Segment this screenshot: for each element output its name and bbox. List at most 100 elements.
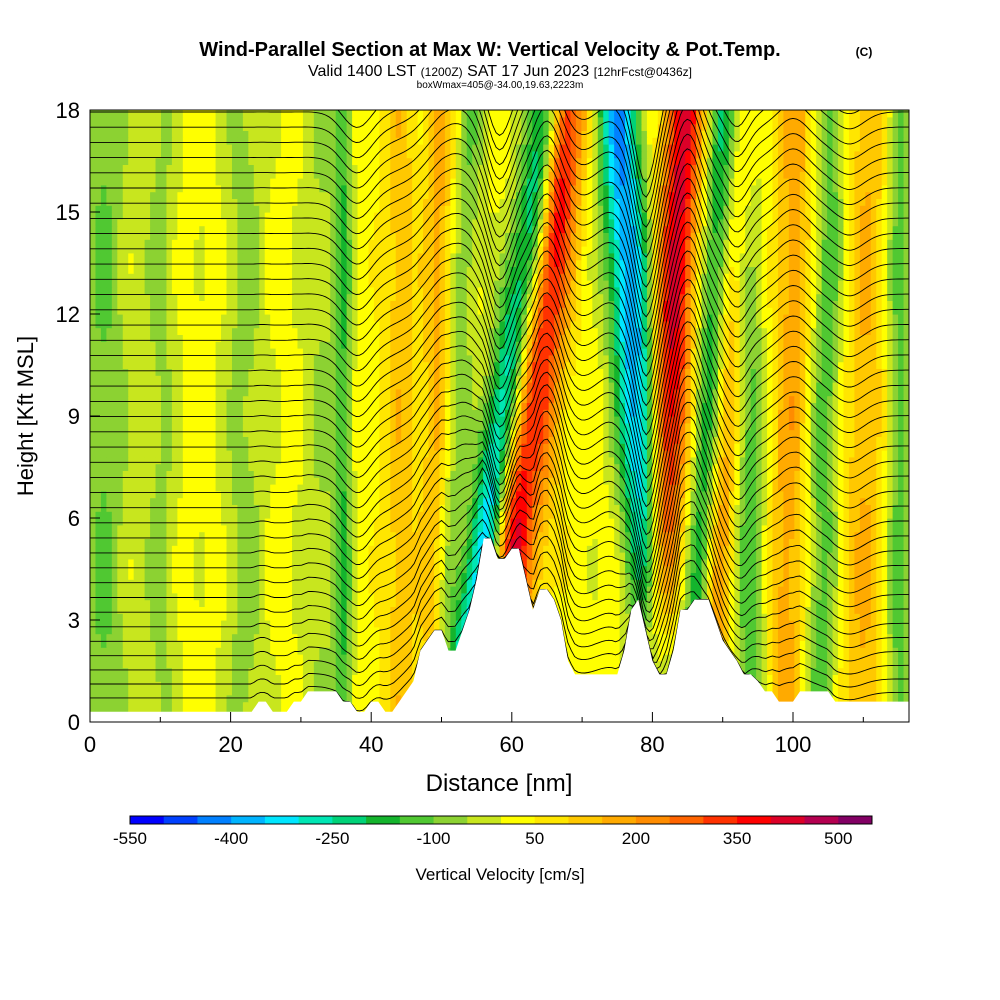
heatmap-cell: [390, 599, 397, 607]
heatmap-cell: [706, 592, 714, 601]
heatmap-cell: [117, 667, 124, 675]
heatmap-cell: [892, 674, 899, 682]
heatmap-cell: [581, 524, 588, 533]
heatmap-cell: [696, 511, 703, 519]
heatmap-cell: [182, 694, 189, 703]
heatmap-cell: [657, 524, 664, 533]
heatmap-cell: [739, 606, 746, 614]
heatmap-cell: [559, 613, 566, 621]
heatmap-cell: [761, 640, 768, 648]
heatmap-cell: [193, 647, 200, 655]
heatmap-cell: [237, 558, 244, 567]
heatmap-cell: [668, 504, 675, 512]
heatmap-cell: [122, 688, 129, 696]
heatmap-cell: [783, 654, 790, 662]
heatmap-cell: [215, 572, 222, 580]
heatmap-cell: [848, 565, 855, 573]
heatmap-cell: [838, 606, 845, 614]
heatmap-cell: [848, 531, 855, 539]
heatmap-cell: [832, 545, 839, 553]
heatmap-cell: [248, 674, 255, 682]
heatmap-cell: [182, 511, 189, 519]
heatmap-cell: [603, 626, 610, 635]
heatmap-cell: [237, 701, 244, 709]
heatmap-cell: [368, 497, 375, 505]
heatmap-cell: [838, 654, 845, 662]
heatmap-cell: [122, 626, 129, 635]
heatmap-cell: [887, 552, 894, 560]
heatmap-cell: [128, 558, 135, 567]
heatmap-cell: [859, 538, 866, 546]
heatmap-cell: [346, 694, 353, 703]
heatmap-cell: [193, 633, 200, 641]
heatmap-cell: [543, 558, 550, 567]
heatmap-cell: [231, 688, 239, 696]
heatmap-cell: [215, 626, 222, 635]
heatmap-cell: [297, 538, 304, 546]
heatmap-cell: [292, 667, 299, 675]
heatmap-cell: [428, 599, 435, 607]
heatmap-cell: [898, 667, 905, 675]
heatmap-cell: [346, 497, 353, 505]
heatmap-cell: [357, 518, 364, 526]
heatmap-cell: [810, 640, 817, 648]
heatmap-cell: [395, 613, 402, 621]
heatmap-cell: [160, 538, 168, 546]
heatmap-cell: [177, 592, 184, 601]
heatmap-cell: [204, 572, 211, 580]
heatmap-cell: [341, 694, 348, 703]
heatmap-cell: [887, 579, 894, 587]
heatmap-cell: [264, 545, 271, 553]
heatmap-cell: [204, 647, 211, 655]
heatmap-cell: [395, 633, 402, 641]
heatmap-cell: [193, 613, 200, 621]
heatmap-cell: [166, 524, 173, 533]
heatmap-cell: [177, 681, 184, 689]
heatmap-cell: [231, 647, 239, 655]
heatmap-cell: [827, 599, 834, 607]
heatmap-cell: [335, 681, 342, 689]
heatmap-cell: [122, 497, 129, 505]
heatmap-cell: [701, 558, 708, 567]
heatmap-cell: [832, 599, 839, 607]
heatmap-cell: [838, 667, 845, 675]
heatmap-cell: [144, 524, 151, 533]
heatmap-cell: [565, 497, 572, 505]
heatmap-cell: [876, 524, 883, 533]
heatmap-cell: [433, 552, 441, 560]
heatmap-cell: [439, 524, 446, 533]
heatmap-cell: [816, 524, 823, 533]
heatmap-cell: [810, 504, 817, 512]
heatmap-cell: [308, 660, 315, 669]
heatmap-cell: [90, 586, 97, 594]
heatmap-cell: [761, 586, 768, 594]
heatmap-cell: [308, 504, 315, 512]
heatmap-cell: [259, 504, 266, 512]
heatmap-cell: [772, 518, 779, 526]
heatmap-cell: [150, 640, 157, 648]
heatmap-cell: [341, 633, 348, 641]
heatmap-cell: [630, 552, 637, 560]
heatmap-cell: [248, 565, 255, 573]
heatmap-cell: [352, 599, 359, 607]
heatmap-cell: [843, 504, 850, 512]
heatmap-cell: [554, 518, 561, 526]
heatmap-cell: [739, 511, 746, 519]
heatmap-cell: [117, 654, 124, 662]
heatmap-cell: [761, 552, 768, 560]
heatmap-cell: [444, 531, 451, 539]
heatmap-cell: [685, 558, 692, 567]
heatmap-cell: [133, 674, 140, 682]
heatmap-cell: [870, 688, 877, 696]
heatmap-cell: [215, 545, 222, 553]
heatmap-cell: [821, 667, 828, 675]
heatmap-cell: [723, 579, 730, 587]
heatmap-cell: [816, 640, 823, 648]
heatmap-cell: [504, 504, 512, 512]
heatmap-cell: [575, 504, 582, 512]
heatmap-cell: [133, 524, 140, 533]
heatmap-cell: [368, 688, 375, 696]
heatmap-cell: [603, 660, 610, 669]
heatmap-cell: [433, 538, 441, 546]
heatmap-cell: [854, 531, 861, 539]
